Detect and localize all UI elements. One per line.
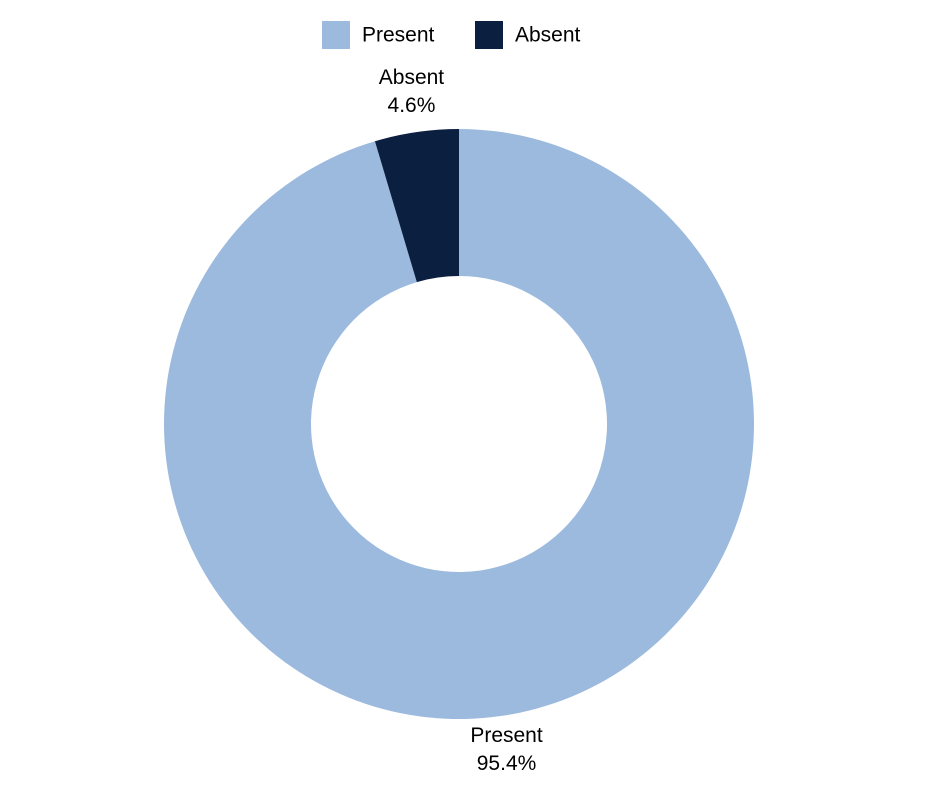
- legend-swatch: [322, 21, 350, 49]
- legend-label: Absent: [515, 24, 581, 47]
- legend-swatch: [475, 21, 503, 49]
- slice-label: Absent: [379, 66, 445, 89]
- donut-slice: [374, 129, 459, 283]
- slice-label: Present: [470, 724, 543, 747]
- slice-value-label: 4.6%: [388, 94, 436, 117]
- slice-value-label: 95.4%: [477, 752, 537, 775]
- donut-slice: [164, 129, 755, 719]
- legend-label: Present: [362, 24, 435, 47]
